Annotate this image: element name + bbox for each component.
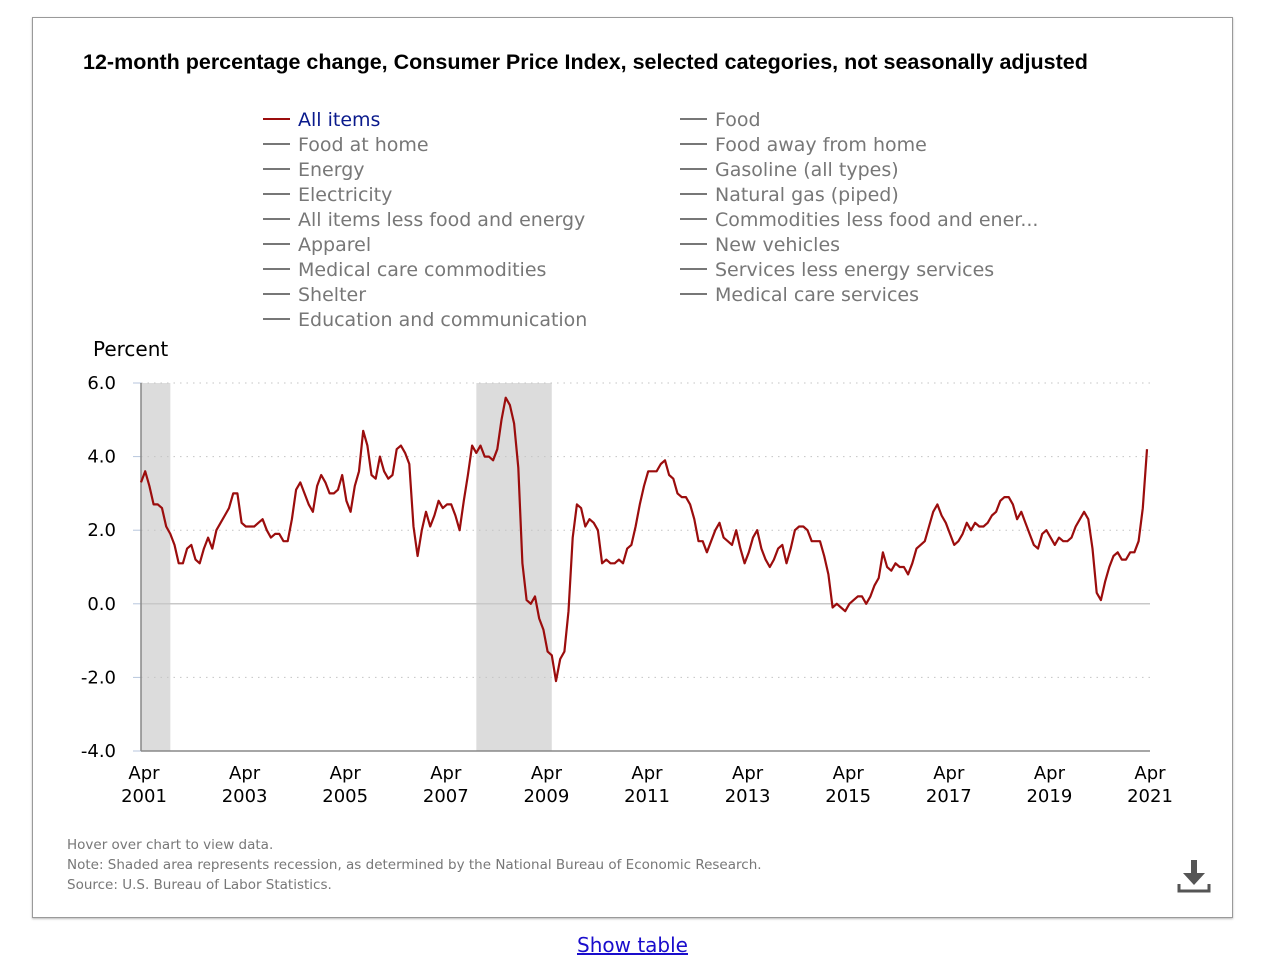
legend-item[interactable]: Medical care services [680,284,919,306]
y-tick-label: 6.0 [87,373,116,394]
x-tick-label: 2005 [322,786,368,807]
legend-label: All items less food and energy [298,209,586,231]
legend-item[interactable]: Natural gas (piped) [680,184,899,206]
recession-band [141,383,171,751]
show-table-link[interactable]: Show table [577,933,688,957]
y-tick-label: 4.0 [87,447,116,468]
legend-label: Natural gas (piped) [715,184,899,206]
legend-item[interactable]: Shelter [263,284,366,306]
download-icon[interactable] [1176,858,1212,896]
legend-swatch [680,117,707,120]
legend-label: Apparel [298,234,372,256]
legend-swatch [263,142,290,145]
legend-swatch [680,217,707,220]
legend-item[interactable]: All items less food and energy [263,209,585,231]
source-note: Source: U.S. Bureau of Labor Statistics. [67,877,332,893]
legend-swatch [680,192,707,195]
chart-title: 12-month percentage change, Consumer Pri… [83,50,1088,74]
x-tick-label: Apr [631,763,663,784]
x-tick-label: 2003 [222,786,268,807]
legend-label: All items [298,109,381,131]
legend-item[interactable]: Electricity [263,184,392,206]
x-tick-label: Apr [833,763,865,784]
chart-frame [32,17,1233,918]
legend-swatch [263,167,290,170]
legend-item[interactable]: Education and communication [263,309,587,331]
x-tick-label: 2007 [423,786,469,807]
x-tick-label: Apr [531,763,563,784]
legend-swatch [263,292,290,295]
legend-swatch [263,267,290,270]
recession-band [476,383,552,751]
legend-item[interactable]: Gasoline (all types) [680,159,899,181]
legend-label: Education and communication [298,309,588,331]
legend-item[interactable]: Medical care commodities [263,259,546,281]
y-tick-label: -4.0 [81,741,116,762]
legend-item[interactable]: Services less energy services [680,259,994,281]
x-tick-label: 2021 [1127,786,1173,807]
x-tick-label: 2013 [725,786,771,807]
x-tick-label: Apr [1034,763,1066,784]
legend-swatch [680,242,707,245]
x-tick-label: 2011 [624,786,670,807]
legend-item[interactable]: Energy [263,159,365,181]
legend-label: New vehicles [715,234,841,256]
x-tick-label: 2015 [825,786,871,807]
legend-swatch [263,117,290,120]
x-tick-label: Apr [1134,763,1166,784]
recession-note: Note: Shaded area represents recession, … [67,857,762,873]
x-tick-label: Apr [330,763,362,784]
x-tick-label: Apr [430,763,462,784]
legend-label: Commodities less food and ener... [715,209,1039,231]
legend-swatch [680,167,707,170]
x-tick-label: Apr [128,763,160,784]
legend-item[interactable]: Commodities less food and ener... [680,209,1038,231]
legend-swatch [263,242,290,245]
legend-swatch [263,317,290,320]
hover-note: Hover over chart to view data. [67,837,274,853]
legend-label: Shelter [298,284,367,306]
y-tick-label: 0.0 [87,594,116,615]
legend-label: Medical care commodities [298,259,547,281]
legend-item[interactable]: All items [263,109,380,131]
legend-label: Electricity [298,184,393,206]
x-tick-label: Apr [229,763,261,784]
legend-item[interactable]: Apparel [263,234,371,256]
x-tick-label: 2019 [1026,786,1072,807]
x-tick-label: 2017 [926,786,972,807]
legend-swatch [680,267,707,270]
legend-swatch [263,192,290,195]
legend-item[interactable]: New vehicles [680,234,840,256]
legend-swatch [263,217,290,220]
legend-swatch [680,292,707,295]
legend-label: Services less energy services [715,259,995,281]
x-tick-label: Apr [732,763,764,784]
x-tick-label: 2001 [121,786,167,807]
y-tick-label: -2.0 [81,667,116,688]
y-tick-label: 2.0 [87,520,116,541]
legend-label: Food away from home [715,134,927,156]
legend-swatch [680,142,707,145]
x-tick-label: 2009 [523,786,569,807]
legend-item[interactable]: Food at home [263,134,429,156]
legend-label: Gasoline (all types) [715,159,899,181]
legend-item[interactable]: Food away from home [680,134,927,156]
legend-label: Medical care services [715,284,919,306]
legend-item[interactable]: Food [680,109,761,131]
legend-label: Energy [298,159,365,181]
legend-label: Food [715,109,761,131]
y-axis-label: Percent [93,337,169,361]
series-line-all-items [139,396,1149,683]
legend-label: Food at home [298,134,429,156]
x-tick-label: Apr [933,763,965,784]
